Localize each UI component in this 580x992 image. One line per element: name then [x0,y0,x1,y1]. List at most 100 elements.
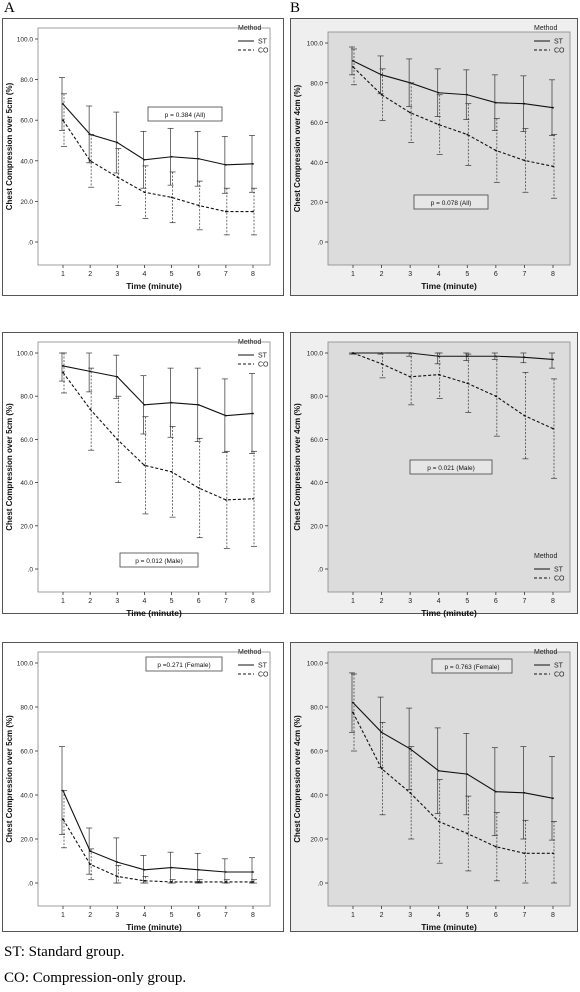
data-point [89,408,92,411]
y-tick-label: 40.0 [20,480,33,487]
annotation-box [119,552,199,568]
series-line [352,352,554,430]
annotation-box [409,459,493,475]
data-point [380,93,383,96]
y-tick-label: .0 [318,567,324,574]
series-st [59,77,255,194]
annotation-text: p = 0.078 (All) [431,200,472,207]
x-tick-label: 4 [142,271,146,278]
data-point [494,790,497,793]
data-point [224,881,227,883]
footnote-compression-only: CO: Compression-only group. [4,970,187,986]
y-tick-label: 100.0 [17,37,34,44]
data-point [552,797,554,800]
y-tick-label: .0 [28,567,34,574]
legend-label-st: ST [258,39,268,46]
legend-label-st: ST [258,353,268,360]
y-axis-title: Chest Compression over 4cm (%) [293,715,302,843]
x-tick-label: 5 [170,912,174,919]
data-point [62,371,64,374]
chart-a-bottom: .0 20.0 40.0 60.0 80.0 100.0 1 2 3 4 5 6 7 8 Time (min… [2,642,284,932]
y-axis-title: Chest Compression over 5cm (%) [5,82,14,210]
series-co [351,673,557,884]
plot-area [327,651,571,907]
chart-a-middle: .0 20.0 40.0 60.0 80.0 100.0 1 2 3 4 5 6 7 8 Time (min… [2,332,284,618]
data-point [409,791,412,794]
legend-label-co: CO [258,48,269,55]
y-tick-label: .0 [28,881,34,888]
x-tick-label: 4 [142,598,146,605]
x-axis-title: Time (minute) [126,281,182,291]
footnote-standard: ST: Standard group. [4,944,125,960]
annotation-box [413,194,489,210]
data-point [116,176,119,178]
x-tick-label: 3 [408,271,412,278]
data-point [170,155,173,158]
data-point [523,159,526,162]
legend-label-st: ST [554,39,564,46]
x-tick-label: 5 [465,912,469,919]
figure-grid: .0 20.0 40.0 60.0 80.0 100.0 1 2 3 4 5 6 7 8 Time (min… [2,18,578,932]
legend-label-st: ST [554,663,564,670]
data-point [523,102,526,105]
series-line [62,790,253,873]
legend-label-co: CO [258,672,269,679]
y-tick-label: 40.0 [310,160,323,167]
x-tick-label: 4 [437,598,441,605]
x-tick-label: 2 [380,912,384,919]
data-point [116,875,119,878]
series-co [61,352,257,549]
data-point [224,871,227,873]
y-tick-label: 20.0 [310,837,323,844]
y-tick-label: .0 [318,881,324,888]
data-point [143,868,146,871]
x-tick-label: 7 [522,912,526,919]
data-point [466,773,469,775]
legend-title: Method [238,25,261,32]
annotation-text: p =0.271 (Female) [157,662,210,669]
series-co [61,790,257,884]
y-tick-label: 80.0 [20,705,33,712]
data-point [197,204,200,207]
x-tick-label: 8 [251,912,255,919]
x-tick-label: 6 [494,598,498,605]
annotation-box [147,106,223,122]
x-tick-label: 2 [88,912,92,919]
data-point [252,162,254,165]
x-tick-label: 6 [197,912,201,919]
data-point [170,470,173,473]
data-point [252,871,254,873]
data-point [523,791,526,794]
plot-area [327,31,571,266]
data-point [523,356,526,359]
data-point [437,373,440,376]
x-tick-label: 2 [380,598,384,605]
data-point [352,65,354,68]
data-point [62,103,64,105]
data-point [197,157,200,160]
x-tick-label: 7 [224,598,228,605]
data-point [523,414,526,417]
x-tick-label: 1 [61,598,65,605]
data-point [466,133,469,136]
data-point [437,91,440,94]
y-tick-label: 80.0 [20,77,33,84]
y-tick-label: 100.0 [17,351,34,358]
y-tick-label: 100.0 [307,351,324,358]
y-tick-label: 20.0 [20,837,33,844]
data-point [89,863,92,866]
data-point [352,352,354,354]
x-tick-label: 4 [437,271,441,278]
x-tick-label: 6 [197,598,201,605]
series-st [349,46,555,136]
data-point [252,881,254,883]
data-point [116,438,119,441]
x-tick-label: 2 [380,271,384,278]
y-tick-label: 20.0 [310,200,323,207]
data-point [143,403,146,406]
series-line [352,60,554,109]
y-tick-label: .0 [28,240,34,247]
series-line [62,103,254,166]
y-tick-label: 20.0 [310,523,323,530]
data-point [437,123,440,126]
